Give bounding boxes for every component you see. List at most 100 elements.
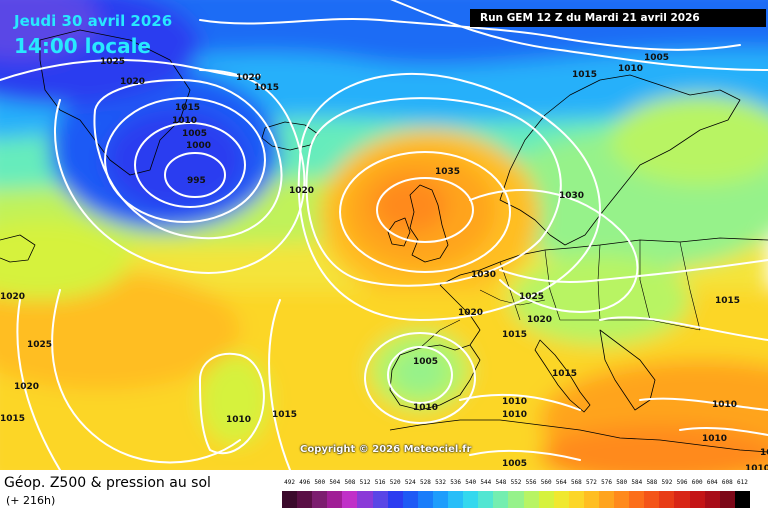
run-info: Run GEM 12 Z du Mardi 21 avril 2026 — [470, 9, 766, 27]
italy-coast — [534, 339, 591, 413]
legend-swatch — [734, 491, 750, 508]
legend-swatch — [372, 491, 388, 508]
legend-swatch — [282, 491, 298, 508]
isobar-label: 1010 — [702, 434, 727, 444]
legend-label: 540 — [465, 479, 477, 486]
legend-swatch — [493, 491, 509, 508]
forecast-lead-time: (+ 216h) — [6, 494, 56, 507]
isobar-label: 995 — [187, 176, 206, 186]
isobar-label: 1015 — [502, 330, 527, 340]
footer: Géop. Z500 & pression au sol (+ 216h) 49… — [0, 470, 768, 512]
legend-swatch — [689, 491, 705, 508]
legend-swatch — [704, 491, 720, 508]
legend-label: 560 — [540, 479, 552, 486]
legend-label: 608 — [721, 479, 733, 486]
legend-label: 520 — [389, 479, 401, 486]
valid-time: 14:00 locale — [14, 34, 151, 58]
legend-label: 500 — [314, 479, 326, 486]
isobar-label: 1005 — [182, 129, 207, 139]
legend-swatch — [583, 491, 599, 508]
scandinavia-coast — [499, 74, 741, 246]
forecast-map: 1025 1020 1020 1015 1015 1010 1005 1000 … — [0, 0, 768, 470]
isobar-label: 1010 — [172, 116, 197, 126]
legend-label: 612 — [737, 479, 748, 486]
isobar-label: 1015 — [715, 296, 740, 306]
legend-swatch — [553, 491, 569, 508]
isobar-label: 1010 — [413, 403, 438, 413]
isobar-label: 1020 — [527, 315, 552, 325]
isobar-label: 1025 — [100, 57, 125, 67]
isobar-label: 1025 — [519, 292, 544, 302]
legend-label: 556 — [525, 479, 537, 486]
isobar-label: 1015 — [552, 369, 577, 379]
legend-label: 516 — [374, 479, 386, 486]
greenland-coast — [39, 29, 191, 176]
legend-label: 508 — [344, 479, 356, 486]
isobar-label: 1005 — [413, 357, 438, 367]
legend-swatch — [568, 491, 584, 508]
isobar-label: 1030 — [559, 191, 584, 201]
legend-swatch — [432, 491, 449, 508]
legend-label: 532 — [435, 479, 446, 486]
legend-label: 504 — [329, 479, 341, 486]
isobar-label: 1005 — [644, 53, 669, 63]
isobar-label: 1025 — [27, 340, 52, 350]
north-africa-coast — [389, 419, 768, 453]
isobar-label: 1005 — [760, 448, 768, 458]
legend-swatch — [719, 491, 735, 508]
legend-label: 564 — [555, 479, 567, 486]
legend-swatch — [297, 491, 313, 508]
isobar-label: 1015 — [572, 70, 597, 80]
isobar-label: 1020 — [0, 292, 25, 302]
legend-label: 512 — [359, 479, 371, 486]
legend-swatch — [387, 491, 403, 508]
ireland-coast — [387, 217, 411, 247]
legend-label: 572 — [586, 479, 597, 486]
legend-label: 600 — [691, 479, 703, 486]
map-title: Géop. Z500 & pression au sol — [4, 475, 211, 491]
legend-label: 584 — [631, 479, 643, 486]
legend-swatch — [463, 491, 479, 508]
great-britain-coast — [409, 184, 449, 263]
legend-label: 568 — [570, 479, 582, 486]
isobar-label: 1015 — [272, 410, 297, 420]
legend-swatch — [508, 491, 524, 508]
isobar-label: 1010 — [502, 410, 527, 420]
legend-label: 604 — [706, 479, 718, 486]
legend-swatch — [614, 491, 630, 508]
continental-europe-coast — [389, 237, 768, 411]
legend-label: 496 — [299, 479, 311, 486]
isobars — [0, 0, 768, 470]
isobar-label: 1015 — [0, 414, 25, 424]
isobar-label: 1020 — [14, 382, 39, 392]
legend-swatch — [327, 491, 343, 508]
legend-swatch — [659, 491, 675, 508]
isobar-label: 1010 — [226, 415, 251, 425]
legend-swatch — [357, 491, 373, 508]
legend-swatch — [629, 491, 645, 508]
isobar-label: 1020 — [289, 186, 314, 196]
legend-label: 548 — [495, 479, 507, 486]
legend-swatch — [402, 491, 418, 508]
isobar-label: 1010 — [745, 464, 768, 470]
isobar-label: 1020 — [458, 308, 483, 318]
legend-swatches — [282, 491, 750, 508]
valid-date: Jeudi 30 avril 2026 — [14, 12, 173, 30]
isobar-label: 1015 — [175, 103, 200, 113]
isobar-label: 1010 — [618, 64, 643, 74]
isobar-label: 1005 — [502, 459, 527, 469]
color-scale-legend: 492 496 500 504 508 512 516 520 524 528 532 536 540 5… — [282, 479, 750, 509]
legend-swatch — [478, 491, 494, 508]
isobar-label: 1035 — [435, 167, 460, 177]
isobar-label: 1010 — [712, 400, 737, 410]
legend-swatch — [674, 491, 690, 508]
isobar-label: 1010 — [502, 397, 527, 407]
isobar-labels: 1025 1020 1020 1015 1015 1010 1005 1000 … — [0, 53, 768, 470]
isobar-label: 1030 — [471, 270, 496, 280]
legend-label: 576 — [601, 479, 612, 486]
legend-label: 580 — [616, 479, 628, 486]
copyright-notice: Copyright © 2026 Meteociel.fr — [300, 444, 472, 455]
legend-swatch — [312, 491, 328, 508]
land-outlines — [0, 29, 768, 453]
isobar-label: 1020 — [120, 77, 145, 87]
